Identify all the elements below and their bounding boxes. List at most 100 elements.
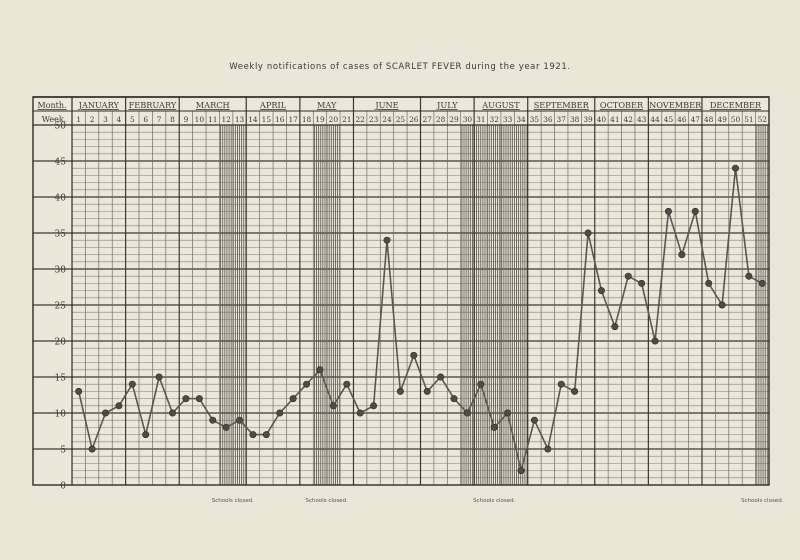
- month-label: APRIL: [259, 100, 287, 110]
- month-label: JULY: [436, 100, 458, 110]
- data-point: [303, 380, 311, 388]
- data-point: [88, 445, 96, 453]
- month-label: MARCH: [196, 100, 230, 110]
- data-point: [571, 387, 579, 395]
- data-point: [356, 409, 364, 417]
- data-point: [128, 380, 136, 388]
- data-point: [329, 402, 337, 410]
- data-point: [115, 402, 123, 410]
- week-number-label: 31: [476, 115, 485, 124]
- week-number-label: 30: [463, 115, 473, 124]
- week-number-label: 46: [677, 115, 687, 124]
- data-point: [504, 409, 512, 417]
- data-point: [102, 409, 110, 417]
- data-point: [450, 395, 458, 403]
- y-tick-label: 50: [55, 122, 67, 132]
- data-point: [678, 251, 686, 259]
- month-label: AUGUST: [481, 100, 520, 110]
- data-point: [624, 272, 632, 280]
- month-label: FEBRUARY: [129, 100, 177, 110]
- week-number-label: 18: [302, 115, 312, 124]
- y-tick-label: 0: [60, 482, 66, 492]
- data-point: [343, 380, 351, 388]
- data-point: [249, 431, 257, 439]
- week-number-label: 45: [664, 115, 674, 124]
- data-point: [705, 279, 713, 287]
- data-point: [142, 431, 150, 439]
- month-label: JANUARY: [78, 100, 120, 110]
- data-point: [557, 380, 565, 388]
- week-number-label: 37: [557, 115, 567, 124]
- week-number-label: 9: [184, 115, 189, 124]
- data-point: [584, 229, 592, 237]
- week-number-label: 1: [76, 115, 81, 124]
- week-number-label: 20: [329, 115, 339, 124]
- data-point: [370, 402, 378, 410]
- week-number-label: 24: [382, 115, 392, 124]
- y-tick-label: 10: [55, 410, 67, 420]
- week-number-label: 40: [597, 115, 607, 124]
- week-number-label: 19: [315, 115, 325, 124]
- week-number-label: 36: [543, 115, 553, 124]
- week-number-label: 26: [409, 115, 419, 124]
- data-point: [544, 445, 552, 453]
- data-point: [745, 272, 753, 280]
- week-number-label: 16: [275, 115, 285, 124]
- week-number-label: 11: [208, 115, 217, 124]
- chart-title: Weekly notifications of cases of SCARLET…: [229, 62, 571, 72]
- data-point: [155, 373, 163, 381]
- y-tick-label: 30: [55, 266, 67, 276]
- week-number-label: 13: [235, 115, 245, 124]
- week-number-label: 47: [691, 115, 701, 124]
- week-number-label: 51: [744, 115, 753, 124]
- data-point: [611, 323, 619, 331]
- week-number-label: 7: [157, 115, 162, 124]
- data-point: [691, 207, 699, 215]
- week-number-label: 33: [503, 115, 513, 124]
- schools-closed-label: Schools closed.: [211, 498, 254, 504]
- data-point: [396, 387, 404, 395]
- y-tick-label: 45: [55, 158, 67, 168]
- y-tick-label: 25: [55, 302, 67, 312]
- scarlet-fever-line: [77, 167, 763, 472]
- week-number-label: 14: [248, 115, 258, 124]
- week-number-label: 6: [143, 115, 148, 124]
- week-number-label: 28: [436, 115, 446, 124]
- data-point: [530, 416, 538, 424]
- data-point: [169, 409, 177, 417]
- week-row-label: Week.: [42, 115, 66, 124]
- week-number-label: 41: [610, 115, 619, 124]
- week-number-label: 25: [396, 115, 406, 124]
- data-point: [437, 373, 445, 381]
- data-point: [731, 164, 739, 172]
- data-point: [651, 337, 659, 345]
- month-label: JUNE: [374, 100, 398, 110]
- week-number-label: 38: [570, 115, 580, 124]
- month-label: NOVEMBER: [649, 100, 702, 110]
- data-point: [236, 416, 244, 424]
- month-row-label: Month.: [37, 101, 66, 110]
- data-point: [638, 279, 646, 287]
- y-tick-label: 35: [55, 230, 67, 240]
- week-number-label: 4: [117, 115, 122, 124]
- week-number-label: 12: [221, 115, 230, 124]
- data-point: [195, 395, 203, 403]
- data-point: [477, 380, 485, 388]
- school-closure-band: [756, 125, 768, 485]
- data-point: [222, 423, 230, 431]
- week-number-label: 23: [369, 115, 379, 124]
- data-point: [276, 409, 284, 417]
- data-point: [182, 395, 190, 403]
- month-label: SEPTEMBER: [534, 100, 590, 110]
- data-point: [718, 301, 726, 309]
- week-number-label: 52: [758, 115, 767, 124]
- month-label: MAY: [317, 100, 337, 110]
- week-number-label: 29: [449, 115, 459, 124]
- data-point: [383, 236, 391, 244]
- week-number-label: 8: [170, 115, 175, 124]
- data-point: [75, 387, 83, 395]
- y-tick-label: 40: [55, 194, 67, 204]
- data-point: [597, 287, 605, 295]
